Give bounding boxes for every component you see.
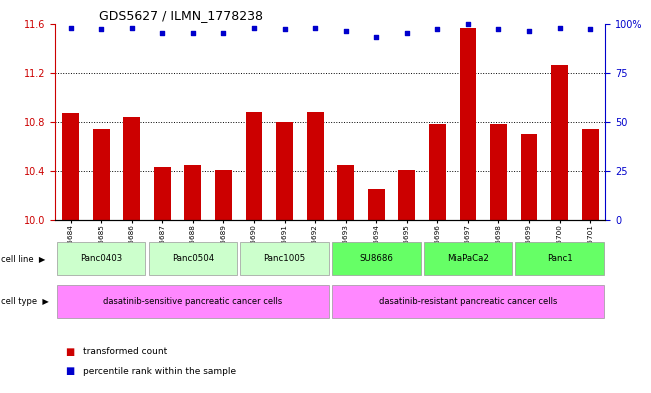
Point: [432, 26, 443, 33]
Text: ■: ■: [65, 366, 74, 376]
Text: ■: ■: [65, 347, 74, 357]
Bar: [332, 285, 604, 318]
Bar: [62, 113, 79, 220]
Bar: [123, 117, 140, 220]
Text: MiaPaCa2: MiaPaCa2: [447, 254, 489, 263]
Point: [218, 30, 229, 37]
Text: Panc0504: Panc0504: [172, 254, 214, 263]
Bar: [240, 242, 329, 275]
Bar: [93, 129, 109, 220]
Bar: [245, 112, 262, 220]
Point: [249, 24, 259, 31]
Point: [187, 30, 198, 37]
Bar: [184, 165, 201, 220]
Point: [585, 26, 596, 33]
Text: transformed count: transformed count: [83, 347, 167, 356]
Bar: [332, 242, 421, 275]
Point: [463, 20, 473, 27]
Text: Panc1: Panc1: [547, 254, 572, 263]
Bar: [154, 167, 171, 220]
Point: [126, 24, 137, 31]
Bar: [148, 242, 237, 275]
Point: [402, 30, 412, 37]
Bar: [460, 28, 477, 220]
Bar: [551, 65, 568, 220]
Bar: [582, 129, 598, 220]
Point: [310, 24, 320, 31]
Text: SU8686: SU8686: [359, 254, 393, 263]
Text: Panc0403: Panc0403: [80, 254, 122, 263]
Point: [279, 26, 290, 33]
Point: [493, 26, 504, 33]
Bar: [57, 285, 329, 318]
Point: [340, 28, 351, 35]
Point: [555, 24, 565, 31]
Point: [65, 24, 76, 31]
Bar: [429, 124, 446, 220]
Bar: [215, 170, 232, 220]
Text: cell type  ▶: cell type ▶: [1, 297, 49, 306]
Point: [96, 26, 106, 33]
Bar: [276, 122, 293, 220]
Bar: [57, 242, 145, 275]
Text: percentile rank within the sample: percentile rank within the sample: [83, 367, 236, 376]
Bar: [424, 242, 512, 275]
Text: Panc1005: Panc1005: [264, 254, 306, 263]
Bar: [398, 170, 415, 220]
Bar: [490, 124, 507, 220]
Text: dasatinib-sensitive pancreatic cancer cells: dasatinib-sensitive pancreatic cancer ce…: [104, 297, 283, 306]
Text: cell line  ▶: cell line ▶: [1, 254, 46, 263]
Bar: [307, 112, 324, 220]
Point: [371, 34, 381, 40]
Text: GDS5627 / ILMN_1778238: GDS5627 / ILMN_1778238: [100, 9, 264, 22]
Bar: [337, 165, 354, 220]
Point: [524, 28, 534, 35]
Text: dasatinib-resistant pancreatic cancer cells: dasatinib-resistant pancreatic cancer ce…: [379, 297, 557, 306]
Point: [157, 30, 167, 37]
Bar: [516, 242, 604, 275]
Bar: [521, 134, 538, 220]
Bar: [368, 189, 385, 220]
